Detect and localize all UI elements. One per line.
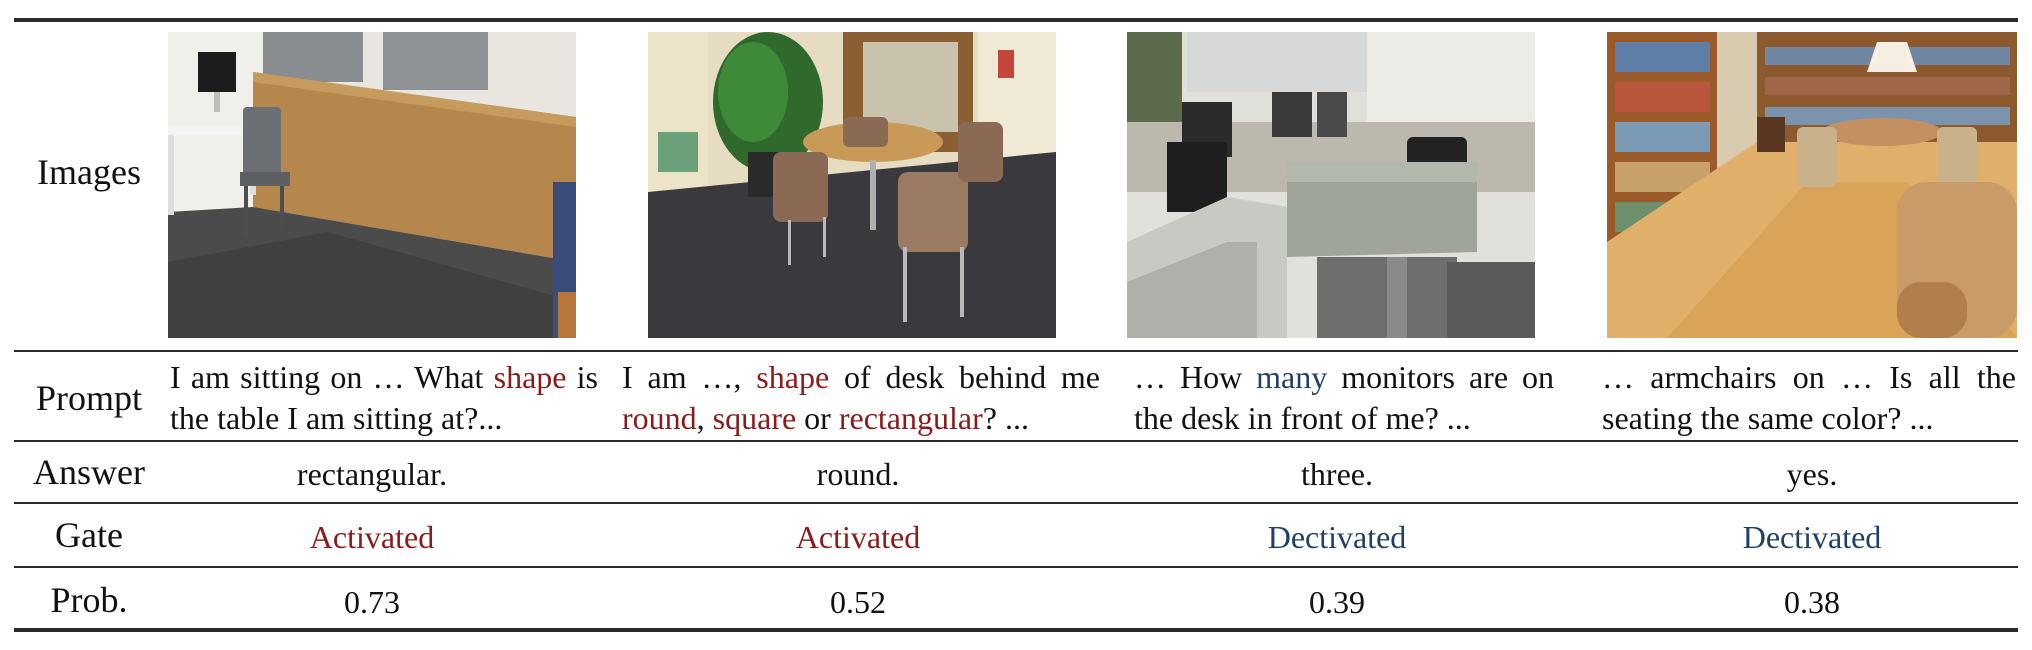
gate-cell-4: Dectivated bbox=[1742, 519, 1882, 555]
office-room-photo bbox=[168, 32, 576, 338]
bottom-rule bbox=[14, 628, 2018, 632]
answer-cell-4: yes. bbox=[1786, 456, 1838, 492]
prompt-text: or bbox=[796, 400, 839, 436]
prompt-text: is the table I am sitting at?... bbox=[170, 359, 598, 436]
prompt-cell-1: I am sitting on … What shape is the tabl… bbox=[170, 357, 598, 439]
highlight-word: round bbox=[622, 400, 697, 436]
row-label-images: Images bbox=[37, 152, 141, 192]
highlight-word: square bbox=[712, 400, 797, 436]
prompt-text: I am sitting on … What bbox=[170, 359, 494, 395]
highlight-word: shape bbox=[756, 359, 830, 395]
highlight-word: rectangular bbox=[838, 400, 983, 436]
prompt-text: ? ... bbox=[982, 400, 1029, 436]
rule-after-prompt bbox=[14, 440, 2018, 442]
cubicle-office-photo bbox=[1127, 32, 1535, 338]
prompt-text: … armchairs on … Is all the seating the … bbox=[1602, 359, 2016, 436]
gate-cell-2: Activated bbox=[795, 519, 921, 555]
lounge-table-photo bbox=[648, 32, 1056, 338]
prob-cell-3: 0.39 bbox=[1309, 584, 1365, 620]
answer-cell-1: rectangular. bbox=[296, 456, 448, 492]
prob-cell-2: 0.52 bbox=[830, 584, 886, 620]
row-label-gate: Gate bbox=[55, 515, 123, 555]
prob-cell-4: 0.38 bbox=[1784, 584, 1840, 620]
row-label-prompt: Prompt bbox=[35, 378, 142, 418]
library-room-photo bbox=[1607, 32, 2017, 338]
highlight-word: many bbox=[1256, 359, 1328, 395]
rule-after-images bbox=[14, 350, 2018, 352]
highlight-word: shape bbox=[493, 359, 567, 395]
prompt-cell-2: I am …, shape of desk behind me round, s… bbox=[622, 357, 1100, 439]
prompt-cell-4: … armchairs on … Is all the seating the … bbox=[1602, 357, 2016, 439]
prob-cell-1: 0.73 bbox=[344, 584, 400, 620]
row-label-prob: Prob. bbox=[50, 580, 128, 620]
prompt-text: of desk behind me bbox=[829, 359, 1101, 395]
gate-cell-3: Dectivated bbox=[1267, 519, 1407, 555]
prompt-text: monitors are on the desk in front of me?… bbox=[1134, 359, 1554, 436]
prompt-text: , bbox=[696, 400, 713, 436]
prompt-text: … How bbox=[1134, 359, 1257, 395]
row-label-answer: Answer bbox=[33, 452, 145, 492]
answer-cell-2: round. bbox=[816, 456, 900, 492]
prompt-text: I am …, bbox=[622, 359, 757, 395]
answer-cell-3: three. bbox=[1301, 456, 1373, 492]
gate-cell-1: Activated bbox=[309, 519, 435, 555]
rule-after-gate bbox=[14, 566, 2018, 568]
prompt-cell-3: … How many monitors are on the desk in f… bbox=[1134, 357, 1554, 439]
rule-after-answer bbox=[14, 502, 2018, 504]
top-rule bbox=[14, 18, 2018, 22]
